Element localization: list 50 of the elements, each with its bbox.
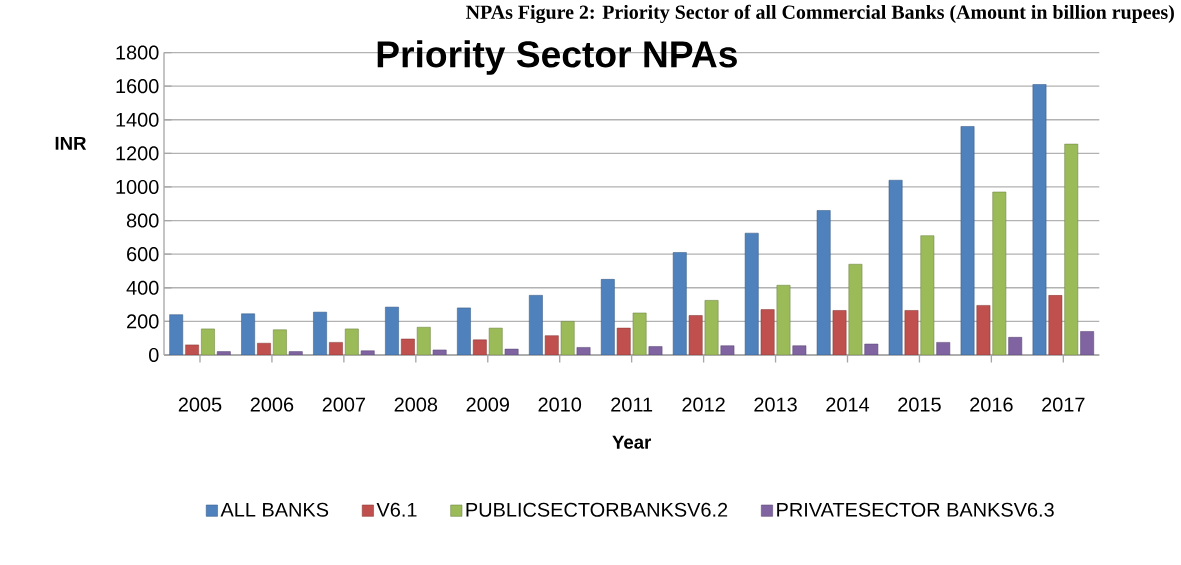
y-tick-label: 200	[127, 314, 159, 329]
legend-label: V6.1	[376, 502, 417, 517]
bar	[288, 351, 303, 355]
bar	[648, 346, 663, 355]
bar	[864, 343, 879, 355]
chart-title: Priority Sector NPAs	[377, 40, 737, 75]
bar	[888, 179, 903, 355]
bar	[920, 235, 935, 355]
x-tick-label: 2009	[466, 397, 509, 412]
y-tick-label: 800	[126, 213, 159, 228]
y-tick-label: 1800	[116, 45, 159, 60]
x-tick-label: 2010	[538, 397, 582, 412]
x-tick-label: 2011	[611, 397, 653, 412]
bar	[1064, 143, 1079, 355]
y-tick-label: 1400	[116, 112, 159, 127]
x-tick-label: 2015	[898, 397, 941, 412]
legend-label: ALL BANKS	[220, 502, 329, 517]
bar	[792, 345, 807, 355]
legend-label: PRIVATESECTOR BANKSV6.3	[777, 502, 1054, 517]
bar	[720, 345, 735, 355]
x-tick-label: 2007	[322, 397, 366, 412]
y-tick-label: 400	[126, 280, 159, 295]
x-tick-label: 2012	[682, 397, 725, 412]
y-axis-title: INR	[55, 136, 87, 150]
y-tick-label: 1600	[116, 79, 159, 94]
bar	[936, 342, 951, 355]
y-tick-label: 0	[149, 347, 159, 362]
bar	[1008, 336, 1023, 355]
bar	[576, 347, 591, 355]
y-tick-label: 1200	[116, 146, 159, 161]
bar	[816, 210, 831, 355]
y-tick-label: 1000	[116, 179, 159, 194]
x-tick-label: 2008	[394, 397, 438, 412]
y-tick-label: 600	[127, 247, 159, 262]
x-tick-label: 2013	[754, 397, 797, 412]
x-tick-label: 2016	[970, 397, 1013, 412]
x-tick-label: 2014	[826, 397, 870, 412]
x-tick-label: 2005	[178, 397, 222, 412]
bar	[960, 126, 975, 355]
bar	[216, 351, 231, 355]
bar	[432, 349, 447, 355]
bar	[504, 348, 519, 355]
bar	[360, 350, 375, 355]
legend-label: PUBLICSECTORBANKSV6.2	[466, 502, 728, 517]
bar	[992, 191, 1007, 355]
bar	[1080, 331, 1095, 355]
x-axis-title: Year	[612, 435, 652, 449]
x-tick-label: 2006	[250, 397, 294, 412]
x-tick-label: 2017	[1042, 397, 1085, 412]
text: NPAs Figure 2: Priority Sector of all Commercial Banks (Amount in billion rupees)	[466, 4, 1174, 24]
